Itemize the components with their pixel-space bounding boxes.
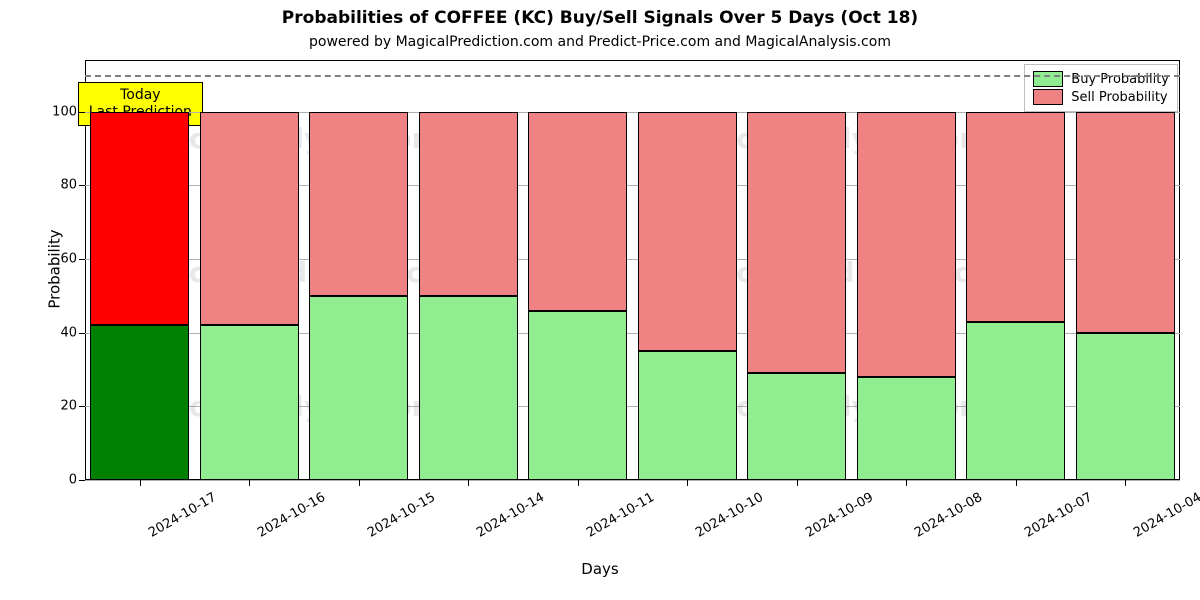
x-tick-mark <box>1016 480 1017 486</box>
x-tick-label: 2024-10-14 <box>474 490 547 541</box>
x-tick-label: 2024-10-04 <box>1131 490 1200 541</box>
y-axis-label: Probability <box>46 229 64 308</box>
sell-bar <box>857 112 956 377</box>
y-tick-mark <box>79 259 85 260</box>
x-tick-mark <box>578 480 579 486</box>
sell-bar <box>747 112 846 374</box>
chart-title: Probabilities of COFFEE (KC) Buy/Sell Si… <box>0 8 1200 28</box>
x-tick-mark <box>468 480 469 486</box>
sell-bar <box>966 112 1065 322</box>
x-tick-mark <box>797 480 798 486</box>
x-tick-mark <box>906 480 907 486</box>
threshold-line-110 <box>85 75 1180 77</box>
sell-bar <box>309 112 408 296</box>
x-tick-mark <box>140 480 141 486</box>
x-tick-mark <box>687 480 688 486</box>
legend-item: Buy Probability <box>1033 71 1169 87</box>
x-tick-label: 2024-10-16 <box>255 490 328 541</box>
y-tick-label: 80 <box>37 178 77 193</box>
x-tick-label: 2024-10-07 <box>1022 490 1095 541</box>
legend-swatch <box>1033 71 1063 87</box>
buy-bar <box>966 322 1065 480</box>
y-tick-label: 100 <box>37 104 77 119</box>
x-tick-label: 2024-10-08 <box>912 490 985 541</box>
x-tick-mark <box>359 480 360 486</box>
sell-bar <box>419 112 518 296</box>
y-tick-label: 20 <box>37 399 77 414</box>
buy-bar <box>419 296 518 480</box>
y-tick-mark <box>79 185 85 186</box>
x-axis-label: Days <box>0 560 1200 578</box>
buy-bar <box>528 311 627 480</box>
y-tick-mark <box>79 406 85 407</box>
buy-bar <box>200 325 299 480</box>
x-tick-label: 2024-10-11 <box>584 490 657 541</box>
legend-label: Sell Probability <box>1071 90 1167 105</box>
x-tick-label: 2024-10-09 <box>803 490 876 541</box>
chart-container: Probabilities of COFFEE (KC) Buy/Sell Si… <box>0 0 1200 600</box>
y-tick-mark <box>79 333 85 334</box>
sell-bar <box>528 112 627 311</box>
legend: Buy Probability Sell Probability <box>1024 64 1178 112</box>
x-tick-label: 2024-10-15 <box>365 490 438 541</box>
y-tick-label: 0 <box>37 473 77 488</box>
buy-bar <box>638 351 737 480</box>
legend-item: Sell Probability <box>1033 89 1169 105</box>
x-tick-mark <box>1125 480 1126 486</box>
sell-bar <box>90 112 189 326</box>
sell-bar <box>638 112 737 351</box>
y-tick-mark <box>79 112 85 113</box>
x-tick-label: 2024-10-10 <box>693 490 766 541</box>
chart-subtitle: powered by MagicalPrediction.com and Pre… <box>0 34 1200 50</box>
buy-bar <box>90 325 189 480</box>
y-tick-mark <box>79 480 85 481</box>
buy-bar <box>309 296 408 480</box>
y-tick-label: 40 <box>37 325 77 340</box>
x-tick-label: 2024-10-17 <box>146 490 219 541</box>
buy-bar <box>857 377 956 480</box>
buy-bar <box>747 373 846 480</box>
x-tick-mark <box>249 480 250 486</box>
legend-swatch <box>1033 89 1063 105</box>
sell-bar <box>1076 112 1175 333</box>
buy-bar <box>1076 333 1175 480</box>
today-box-line: Today <box>89 87 192 104</box>
y-tick-label: 60 <box>37 251 77 266</box>
sell-bar <box>200 112 299 326</box>
